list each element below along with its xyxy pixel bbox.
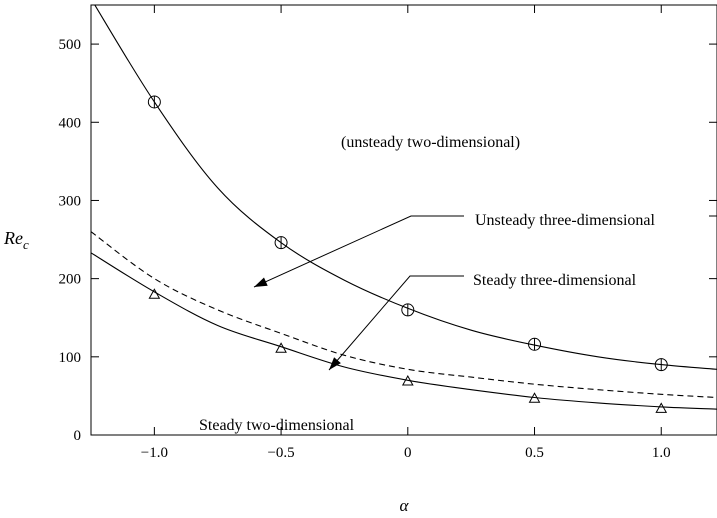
- y-tick-label: 300: [59, 193, 82, 209]
- x-tick-label: 0.5: [525, 445, 544, 461]
- y-tick-label: 0: [74, 428, 82, 444]
- x-tick-label: 0: [404, 445, 412, 461]
- arrow-unsteady-three-dimensional: [253, 215, 464, 288]
- dashed-curve: [91, 231, 717, 399]
- y-tick-label: 100: [59, 350, 82, 366]
- y-axis-label-main: Re: [3, 228, 23, 248]
- y-tick-label: 400: [59, 115, 82, 131]
- arrow-steady-three-dimensional-head: [329, 357, 341, 370]
- y-axis-label-subscript: c: [23, 237, 29, 252]
- y-tick-label: 200: [59, 272, 82, 288]
- label-unsteady-three-dimensional: Unsteady three-dimensional: [475, 212, 656, 229]
- triangle-marker: [401, 375, 414, 386]
- ticks: −1.0 −0.5 0 0.5 1.0 0 100 200 300 400 500: [59, 5, 717, 461]
- triangle-marker: [655, 402, 668, 413]
- markers-group: [147, 95, 668, 413]
- unsteady-curve: [94, 5, 717, 370]
- arrows-group: [253, 215, 717, 371]
- annotations-group: (unsteady two-dimensional) Unsteady three…: [199, 134, 656, 434]
- y-axis-label: Rec: [3, 228, 29, 252]
- series-group: [91, 5, 717, 410]
- x-tick-label: 1.0: [652, 445, 671, 461]
- triangle-marker: [528, 392, 541, 403]
- arrow-steady-three-dimensional: [328, 275, 464, 371]
- triangle-marker: [275, 342, 287, 353]
- label-unsteady-two-dimensional: (unsteady two-dimensional): [341, 134, 520, 151]
- x-tick-label: −0.5: [267, 445, 294, 461]
- plot-frame: [90, 4, 717, 436]
- y-tick-label: 500: [59, 37, 82, 53]
- arrow-unsteady-three-dimensional-head: [254, 277, 268, 287]
- x-tick-label: −1.0: [141, 445, 168, 461]
- label-steady-three-dimensional: Steady three-dimensional: [473, 272, 637, 289]
- label-steady-two-dimensional: Steady two-dimensional: [199, 417, 355, 434]
- triangle-marker: [148, 288, 161, 299]
- steady-curve: [91, 252, 717, 410]
- x-axis-label: α: [400, 496, 410, 515]
